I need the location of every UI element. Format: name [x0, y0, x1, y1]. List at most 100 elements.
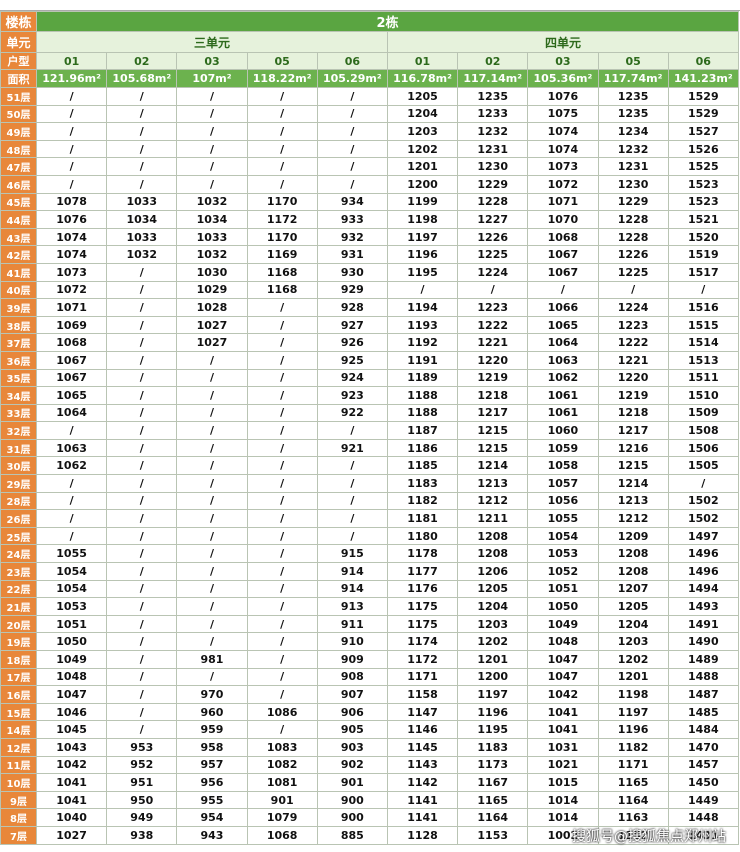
- price-cell: 1523: [667, 192, 739, 212]
- price-cell: /: [246, 333, 318, 352]
- price-cell: /: [246, 491, 318, 511]
- price-cell: /: [246, 421, 318, 440]
- price-cell: 1031: [527, 737, 599, 757]
- price-cell: /: [106, 614, 178, 634]
- floor-row: 36层 1067///925 1191 1220 1063 1221 1513: [0, 350, 739, 370]
- price-cell: 1086: [246, 702, 318, 722]
- price-cell: 1529: [667, 87, 739, 106]
- price-cell: 913: [316, 597, 388, 616]
- price-cell: 1172: [386, 650, 459, 669]
- price-cell: 1200: [457, 667, 529, 687]
- price-cell: /: [246, 350, 318, 370]
- price-cell: 1147: [386, 702, 459, 722]
- price-cell: 1215: [597, 456, 669, 476]
- price-cell: 1506: [667, 438, 739, 458]
- price-cell: 1222: [457, 315, 529, 335]
- price-cell: /: [316, 157, 388, 176]
- floor-row: 15层 1046/960 1086 906 1147 1196 1041 1197 1485: [0, 702, 739, 722]
- floor-label: 10层: [0, 773, 37, 792]
- unit-type: 06: [316, 52, 388, 70]
- unit-area: 105.29m²: [316, 69, 388, 88]
- floor-row: 49层 / / / //1203 1232 1074 1234 1527: [0, 122, 739, 141]
- price-cell: 1203: [597, 632, 669, 651]
- price-cell: 1041: [527, 702, 599, 722]
- price-cell: /: [246, 544, 318, 564]
- price-cell: /: [316, 421, 388, 440]
- price-cell: /: [246, 139, 318, 159]
- floor-label: 11层: [0, 755, 37, 775]
- price-cell: /: [176, 667, 248, 687]
- floor-row: 30层 1062// //1185 1214 1058 1215 1505: [0, 456, 739, 476]
- price-cell: 1202: [597, 650, 669, 669]
- price-cell: /: [457, 280, 529, 300]
- floor-row: 43层 1074 1033 1033 1170 932 1197 1226 1068 1228 15…: [0, 227, 739, 247]
- floor-row: 7层 1027 938 943 1068 885 1128 1153 1002 1152 1431: [0, 825, 739, 845]
- floor-row: 19层 1050///910 1174 1202 1048 1203 1490: [0, 632, 739, 651]
- price-cell: 1049: [527, 614, 599, 634]
- price-cell: 1230: [597, 174, 669, 194]
- price-cell: 1193: [386, 315, 459, 335]
- price-cell: 1214: [597, 474, 669, 493]
- price-cell: 905: [316, 720, 388, 739]
- price-cell: 1153: [457, 825, 529, 845]
- price-cell: 952: [106, 755, 178, 775]
- price-cell: 1183: [386, 474, 459, 493]
- price-cell: 1082: [246, 755, 318, 775]
- price-cell: 1027: [176, 333, 248, 352]
- price-cell: 1027: [35, 825, 108, 845]
- price-cell: /: [316, 122, 388, 141]
- row-label: 面积: [0, 69, 37, 88]
- price-cell: 953: [106, 737, 178, 757]
- price-cell: 1051: [35, 614, 108, 634]
- price-cell: 1235: [457, 87, 529, 106]
- floor-label: 33层: [0, 403, 37, 423]
- price-cell: 1067: [35, 368, 108, 388]
- price-cell: 1177: [386, 562, 459, 581]
- price-cell: /: [176, 526, 248, 546]
- floor-label: 28层: [0, 491, 37, 511]
- price-cell: 1192: [386, 333, 459, 352]
- title-strip: [0, 0, 740, 11]
- price-cell: 960: [176, 702, 248, 722]
- price-cell: 1205: [597, 597, 669, 616]
- price-cell: 1221: [457, 333, 529, 352]
- price-cell: /: [176, 386, 248, 405]
- price-cell: /: [246, 614, 318, 634]
- price-cell: /: [106, 139, 178, 159]
- price-cell: 1152: [597, 825, 669, 845]
- price-cell: /: [35, 526, 108, 546]
- price-cell: 1063: [527, 350, 599, 370]
- price-cell: 1521: [667, 210, 739, 229]
- price-cell: 956: [176, 773, 248, 792]
- price-cell: 1054: [35, 562, 108, 581]
- floor-label: 40层: [0, 280, 37, 300]
- price-cell: 1171: [386, 667, 459, 687]
- floor-row: 17层 1048///908 1171 1200 1047 1201 1488: [0, 667, 739, 687]
- unit-area: 118.22m²: [246, 69, 318, 88]
- price-cell: /: [246, 456, 318, 476]
- floor-label: 23层: [0, 562, 37, 581]
- price-cell: /: [176, 438, 248, 458]
- price-cell: /: [176, 544, 248, 564]
- price-cell: 1064: [35, 403, 108, 423]
- price-cell: 1068: [35, 333, 108, 352]
- price-cell: 1222: [597, 333, 669, 352]
- floor-label: 50层: [0, 104, 37, 124]
- price-cell: 1195: [386, 262, 459, 282]
- price-cell: 1176: [386, 579, 459, 599]
- price-cell: 1219: [597, 386, 669, 405]
- price-cell: 1032: [176, 192, 248, 212]
- floor-label: 48层: [0, 139, 37, 159]
- price-cell: /: [246, 174, 318, 194]
- price-cell: 908: [316, 667, 388, 687]
- price-cell: 1502: [667, 509, 739, 528]
- price-cell: 1493: [667, 597, 739, 616]
- unit-area: 121.96m²: [35, 69, 108, 88]
- unit-type: 02: [106, 52, 178, 70]
- price-cell: 1228: [597, 227, 669, 247]
- price-cell: 1226: [597, 245, 669, 264]
- price-cell: 1513: [667, 350, 739, 370]
- price-cell: 1197: [597, 702, 669, 722]
- price-cell: /: [176, 614, 248, 634]
